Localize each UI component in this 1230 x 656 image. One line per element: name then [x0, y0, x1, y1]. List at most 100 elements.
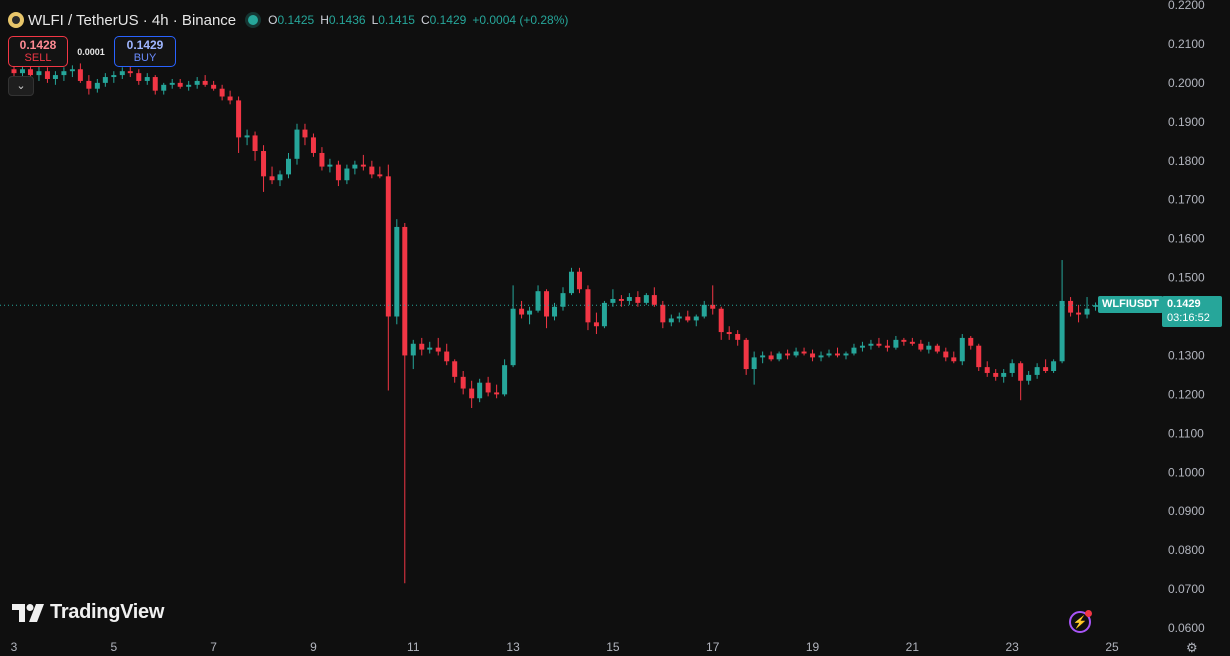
candle-body [810, 353, 816, 358]
candle-body [344, 168, 350, 181]
candle [394, 219, 400, 325]
candle-body [643, 295, 649, 303]
candle [86, 75, 92, 95]
candle-body [535, 291, 541, 311]
candle [1084, 297, 1090, 319]
candle [643, 293, 649, 305]
candle [385, 164, 391, 391]
candle [976, 343, 982, 372]
time-tick-label: 21 [906, 640, 920, 654]
candle-body [1068, 300, 1074, 313]
candle [152, 75, 158, 95]
candle [1051, 359, 1057, 373]
candle [535, 285, 541, 313]
candle-body [302, 129, 308, 138]
candle-body [801, 351, 807, 354]
candle [593, 312, 599, 335]
candle [1034, 363, 1040, 379]
candle-body [427, 347, 433, 350]
market-status-icon [248, 15, 259, 25]
candle [1026, 371, 1032, 385]
candle-body [943, 351, 949, 358]
candle-body [560, 293, 566, 307]
candle-body [826, 353, 832, 356]
candle [668, 314, 674, 327]
candle [618, 295, 624, 307]
collapse-legend-button[interactable]: ⌄ [8, 76, 34, 96]
candle [369, 160, 375, 179]
time-axis[interactable]: 3 5 7 9 11 13 15 17 19 21 23 25 [11, 640, 1119, 654]
sell-price: 0.1428 [19, 38, 57, 52]
price-tick-label: 0.1800 [1168, 154, 1205, 168]
candle-body [86, 80, 92, 89]
candle [743, 337, 749, 375]
candle [585, 285, 591, 331]
candle [36, 65, 42, 81]
last-price-value: 0.1429 [1167, 298, 1201, 310]
candle [660, 300, 666, 329]
candle [1068, 297, 1074, 317]
low-label: L [371, 13, 379, 27]
candle [776, 351, 782, 362]
candle-body [319, 152, 325, 167]
time-tick-label: 5 [110, 640, 117, 654]
candle-body [1093, 305, 1099, 307]
candle-body [668, 318, 674, 323]
candle [452, 359, 458, 383]
candle-body [1076, 312, 1082, 315]
candle-body [419, 343, 425, 350]
candle-body [127, 71, 133, 74]
candle-body [161, 84, 167, 91]
candle [286, 152, 291, 179]
time-tick-label: 15 [606, 640, 620, 654]
candle [943, 347, 949, 362]
candle-body [136, 73, 142, 81]
candle-body [785, 353, 791, 356]
tradingview-logo[interactable]: TradingView [12, 601, 164, 624]
candle [52, 71, 58, 85]
candle-body [252, 135, 258, 152]
candle [1059, 260, 1065, 364]
candle-body [1059, 300, 1065, 362]
chevron-down-icon: ⌄ [16, 80, 26, 92]
candle-body [751, 357, 757, 370]
price-tick-label: 0.1700 [1168, 193, 1205, 207]
candle-body [402, 226, 408, 356]
candle [984, 361, 990, 377]
candle-body [918, 343, 924, 350]
candle [302, 123, 308, 146]
candle [785, 349, 791, 360]
symbol-title[interactable]: WLFI / TetherUS · 4h · Binance [28, 11, 237, 29]
candle-body [976, 345, 982, 368]
price-tick-label: 0.1000 [1168, 465, 1205, 479]
sell-button[interactable]: 0.1428 SELL [8, 36, 68, 67]
candle-body [610, 298, 616, 303]
candle-body [676, 316, 682, 319]
candle [194, 77, 200, 89]
candle [136, 69, 142, 85]
candle [277, 170, 283, 187]
candle [710, 285, 716, 315]
candle-body [718, 308, 724, 333]
price-tick-label: 0.2000 [1168, 76, 1205, 90]
candle [352, 160, 358, 175]
buy-label: BUY [133, 52, 157, 64]
candle [335, 160, 341, 187]
time-tick-label: 25 [1105, 640, 1119, 654]
candle-body [760, 355, 766, 358]
candle [626, 293, 632, 305]
symbol-legend: WLFI / TetherUS · 4h · Binance O 0.1425 … [8, 10, 574, 30]
candle [835, 347, 840, 358]
candle-body [851, 347, 857, 354]
price-tick-label: 0.2100 [1168, 37, 1205, 51]
settings-gear-icon[interactable]: ⚙ [1186, 640, 1198, 655]
change-value: +0.0004 (+0.28%) [472, 13, 569, 27]
candle [444, 343, 450, 366]
buy-button[interactable]: 0.1429 BUY [114, 36, 176, 67]
candle [851, 343, 857, 356]
price-tick-label: 0.1500 [1168, 271, 1205, 285]
price-tick-label: 0.1600 [1168, 232, 1205, 246]
candle-body [36, 71, 42, 76]
lightning-icon[interactable]: ⚡ [1069, 610, 1092, 633]
